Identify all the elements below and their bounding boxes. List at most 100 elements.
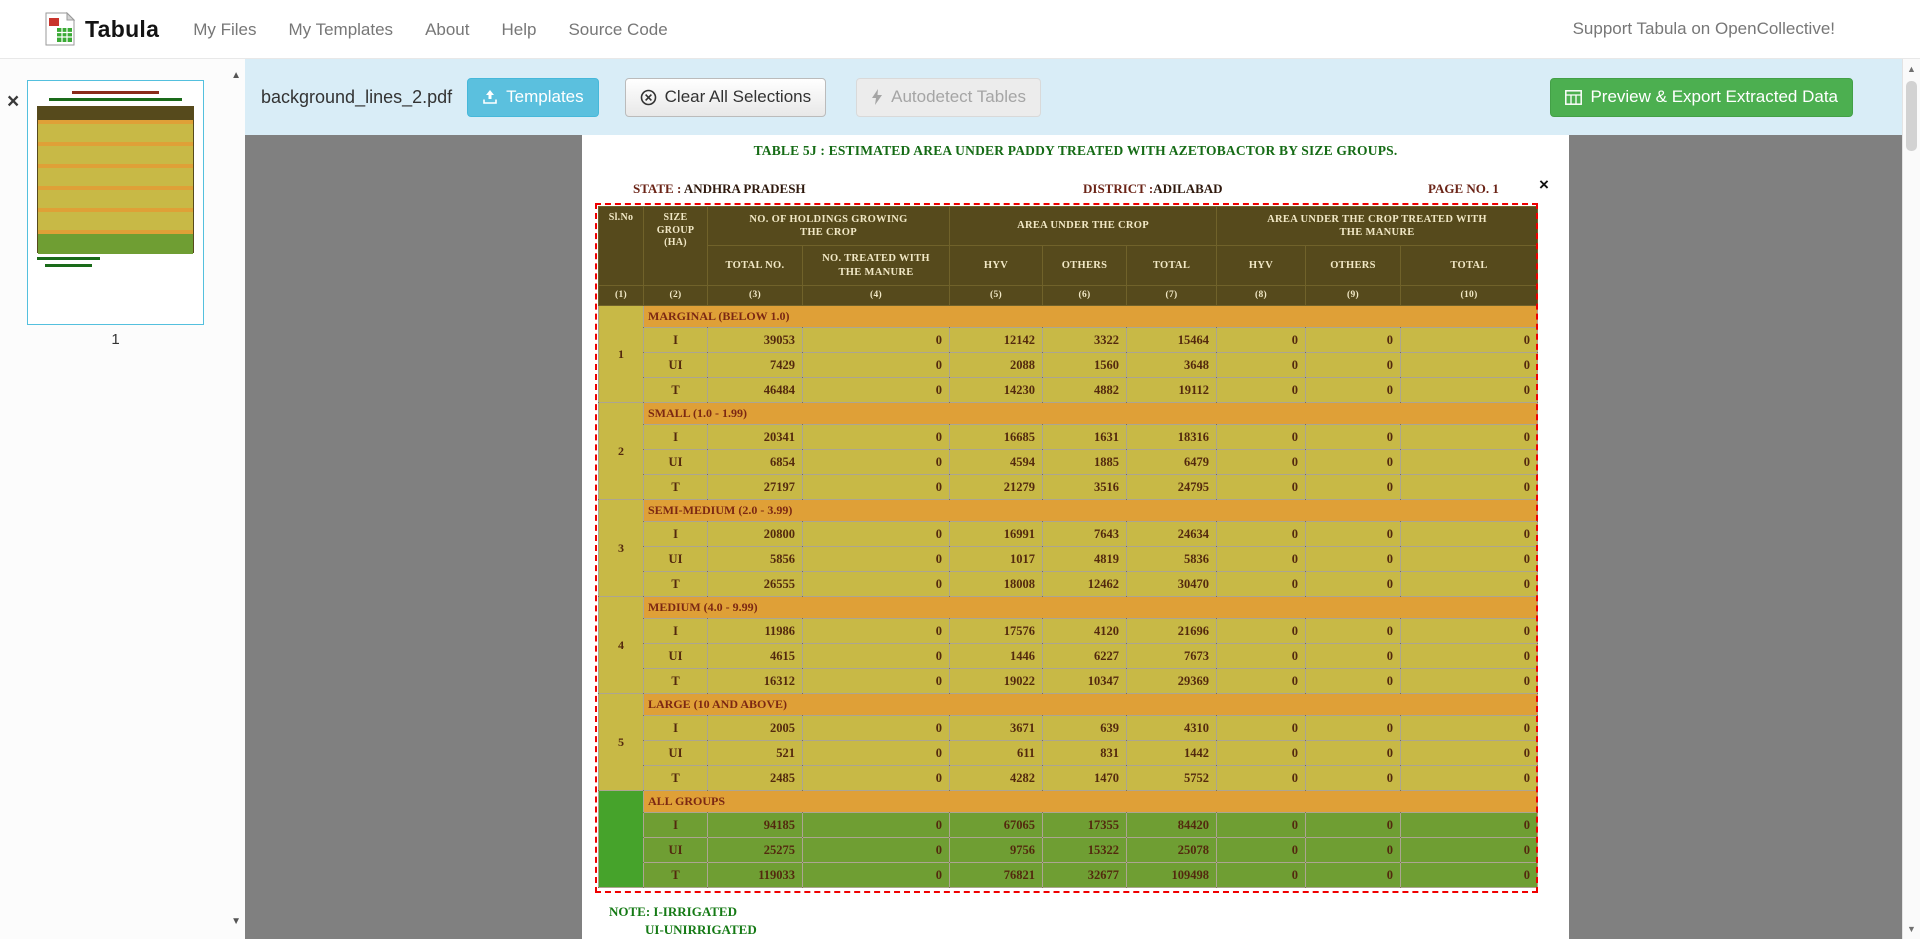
row-label-cell: I [644,813,708,838]
clear-all-selections-button[interactable]: Clear All Selections [625,78,826,117]
value-cell: 94185 [708,813,803,838]
header-total-no: TOTAL NO. [708,246,803,286]
table-row: T11903307682132677109498000 [599,863,1538,888]
value-cell: 20341 [708,425,803,450]
remove-page-icon[interactable]: × [7,91,19,112]
document-area: TABLE 5J : ESTIMATED AREA UNDER PADDY TR… [245,135,1902,939]
value-cell: 24634 [1127,522,1217,547]
value-cell: 1470 [1043,766,1127,791]
pdf-page[interactable]: TABLE 5J : ESTIMATED AREA UNDER PADDY TR… [582,135,1569,939]
vertical-scrollbar[interactable]: ▲ ▼ [1902,59,1920,939]
row-label-cell: I [644,716,708,741]
value-cell: 0 [803,669,950,694]
nav-link-about[interactable]: About [409,0,485,59]
value-cell: 0 [1306,741,1401,766]
page-no-text: PAGE NO. 1 [1428,181,1499,197]
value-cell: 0 [1306,716,1401,741]
value-cell: 119033 [708,863,803,888]
templates-button[interactable]: Templates [467,78,598,117]
row-label-cell: T [644,378,708,403]
page-number-label: 1 [27,331,204,348]
row-label-cell: UI [644,741,708,766]
value-cell: 0 [1401,838,1538,863]
sidebar-scroll-up-icon[interactable]: ▲ [231,70,241,81]
value-cell: 0 [1401,328,1538,353]
value-cell: 1446 [950,644,1043,669]
state-value: ANDHRA PRADESH [684,181,806,196]
value-cell: 0 [803,547,950,572]
toolbar: background_lines_2.pdf Templates Clear A… [245,59,1902,135]
value-cell: 9756 [950,838,1043,863]
value-cell: 0 [1401,863,1538,888]
nav-link-help[interactable]: Help [486,0,553,59]
autodetect-tables-button[interactable]: Autodetect Tables [856,78,1041,117]
preview-export-button[interactable]: Preview & Export Extracted Data [1550,78,1853,117]
district-text: DISTRICT :ADILABAD [1083,181,1223,197]
scrollbar-thumb[interactable] [1906,81,1917,151]
header-area-treated-l2: THE MANURE [1219,226,1535,239]
value-cell: 0 [1306,475,1401,500]
value-cell: 0 [803,741,950,766]
value-cell: 0 [803,572,950,597]
value-cell: 0 [1401,522,1538,547]
page-thumbnail[interactable] [27,80,204,325]
value-cell: 0 [803,838,950,863]
value-cell: 84420 [1127,813,1217,838]
table-icon [1565,90,1582,105]
value-cell: 12142 [950,328,1043,353]
export-button-label: Preview & Export Extracted Data [1590,87,1838,107]
nav-link-my-files[interactable]: My Files [177,0,272,59]
brand-title[interactable]: Tabula [85,16,159,43]
value-cell: 27197 [708,475,803,500]
table-row: T163120190221034729369000 [599,669,1538,694]
value-cell: 6854 [708,450,803,475]
value-cell: 0 [1306,378,1401,403]
upload-icon [482,89,498,105]
value-cell: 1631 [1043,425,1127,450]
row-label-cell: UI [644,547,708,572]
nav-link-source-code[interactable]: Source Code [552,0,683,59]
tabula-logo-icon[interactable] [45,12,75,46]
table-row: I11986017576412021696000 [599,619,1538,644]
value-cell: 21279 [950,475,1043,500]
support-link[interactable]: Support Tabula on OpenCollective! [1573,19,1835,39]
col-number: (8) [1217,286,1306,306]
value-cell: 0 [1306,572,1401,597]
row-label-cell: UI [644,353,708,378]
autodetect-button-label: Autodetect Tables [891,87,1026,107]
slno-cell: 4 [599,597,644,694]
scroll-down-icon[interactable]: ▼ [1903,924,1920,934]
value-cell: 25275 [708,838,803,863]
value-cell: 0 [1306,547,1401,572]
header-size-group-l2: (HA) [646,237,705,250]
slno-cell: 1 [599,306,644,403]
value-cell: 0 [1217,547,1306,572]
value-cell: 0 [1306,353,1401,378]
table-row: UI25275097561532225078000 [599,838,1538,863]
value-cell: 19022 [950,669,1043,694]
table-row: T265550180081246230470000 [599,572,1538,597]
value-cell: 0 [1401,741,1538,766]
value-cell: 30470 [1127,572,1217,597]
value-cell: 7643 [1043,522,1127,547]
table-row: UI52106118311442000 [599,741,1538,766]
state-label: STATE : [633,181,681,196]
value-cell: 15464 [1127,328,1217,353]
sidebar-scroll-down-icon[interactable]: ▼ [231,916,241,927]
value-cell: 19112 [1127,378,1217,403]
value-cell: 3322 [1043,328,1127,353]
lightning-icon [871,89,883,105]
thumbnail-note-line [45,264,92,267]
scroll-up-icon[interactable]: ▲ [1903,64,1920,74]
header-size-group: SIZE GROUP (HA) [644,207,708,286]
table-row: UI58560101748195836000 [599,547,1538,572]
selection-close-icon[interactable]: × [1539,176,1549,193]
nav-link-my-templates[interactable]: My Templates [273,0,410,59]
group-header-row: 5LARGE (10 AND ABOVE) [599,694,1538,716]
slno-cell [599,791,644,888]
value-cell: 0 [803,425,950,450]
value-cell: 26555 [708,572,803,597]
value-cell: 0 [1217,475,1306,500]
district-label: DISTRICT : [1083,181,1153,196]
value-cell: 0 [1217,353,1306,378]
